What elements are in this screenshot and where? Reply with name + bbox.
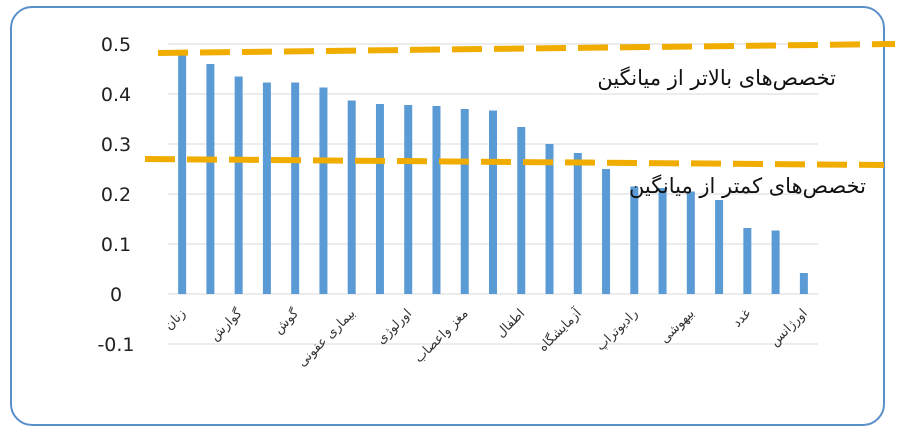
- y-tick-label: -0.1: [97, 334, 134, 356]
- y-tick-label: 0.3: [101, 134, 131, 156]
- y-tick-label: 0.1: [101, 234, 131, 256]
- bar: [489, 110, 497, 294]
- x-category-label: غدد: [730, 306, 754, 330]
- annotations: تخصص‌های بالاتر از میانگین تخصص‌های کمتر …: [597, 66, 866, 199]
- x-category-label: بیهوشی: [657, 306, 697, 346]
- bars: [178, 54, 808, 294]
- bar: [347, 100, 356, 294]
- x-category-label: اطفال: [493, 306, 528, 341]
- x-category-label: رادیوتراپ: [593, 306, 641, 354]
- bar: [630, 186, 639, 294]
- bar: [206, 64, 215, 294]
- bar: [517, 127, 526, 294]
- x-category-label: آزمایشگاه: [534, 304, 585, 355]
- upper-reference-line: [157, 41, 896, 56]
- bar: [545, 144, 554, 294]
- lower-reference-line: [144, 156, 885, 168]
- bar: [262, 82, 271, 294]
- bar: [743, 228, 752, 294]
- bar: [658, 188, 667, 294]
- x-category-label: گوش: [270, 305, 302, 337]
- bar: [234, 76, 243, 294]
- bar: [319, 87, 328, 294]
- bar: [771, 230, 780, 294]
- bar: [432, 106, 441, 294]
- annotation-below-average: تخصص‌های کمتر از میانگین: [629, 174, 866, 199]
- x-category-label: اورژانس: [767, 306, 810, 349]
- x-category-label: گوارش: [207, 305, 246, 344]
- bar: [799, 273, 808, 294]
- bar: [178, 54, 187, 294]
- bar: [404, 105, 413, 294]
- bar: [573, 153, 582, 294]
- y-tick-label: 0.2: [101, 184, 131, 206]
- annotation-above-average: تخصص‌های بالاتر از میانگین: [597, 66, 836, 91]
- bar: [291, 82, 300, 294]
- x-category-label: مغز واعصاب: [412, 306, 472, 366]
- bar: [715, 200, 724, 294]
- bar: [602, 169, 611, 294]
- bar-chart: 0.5 0.4 0.3 0.2 0.1 0 -0.1 زنان گوارش گوشبیماری …: [97, 34, 896, 370]
- y-tick-label: 0.5: [101, 34, 131, 56]
- x-category-label: اورلوژی: [374, 306, 415, 347]
- bar: [375, 104, 384, 294]
- bar: [460, 109, 469, 294]
- y-axis-ticks: 0.5 0.4 0.3 0.2 0.1 0 -0.1: [97, 34, 134, 356]
- y-tick-label: 0.4: [101, 84, 131, 106]
- bar: [686, 191, 695, 294]
- x-category-label: زنان: [162, 306, 189, 333]
- x-category-label: بیماری عفونی: [295, 306, 359, 370]
- y-tick-label: 0: [110, 284, 122, 306]
- reference-lines: [144, 41, 896, 168]
